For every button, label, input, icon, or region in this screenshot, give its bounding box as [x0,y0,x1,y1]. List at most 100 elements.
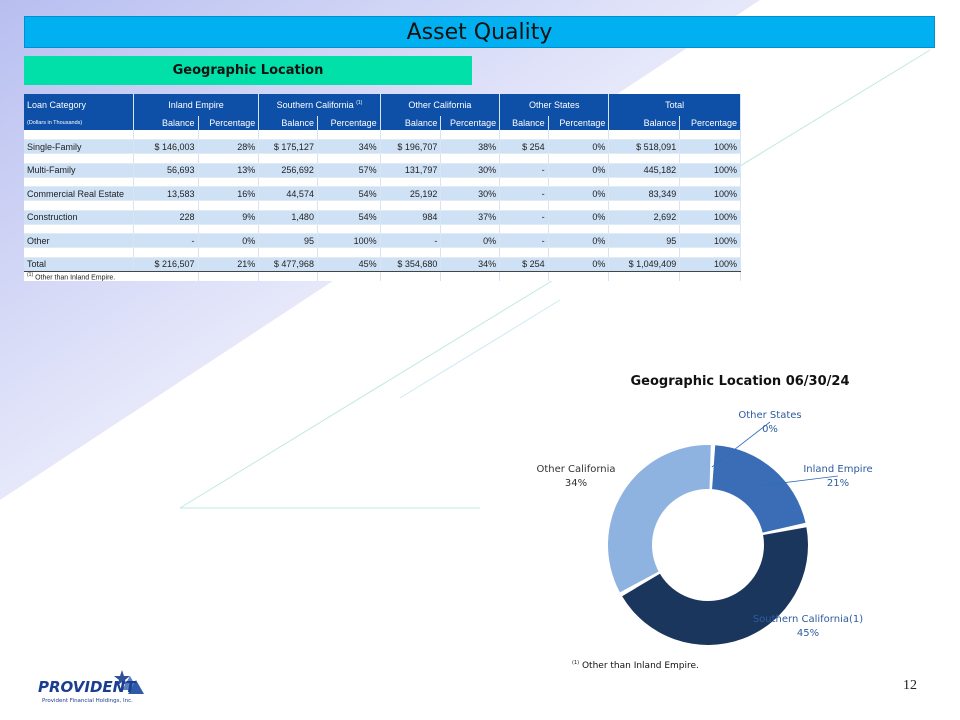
slice-label: Inland Empire [803,464,872,475]
table-cell: 21% [198,256,260,272]
table-cell: 34% [317,139,381,154]
section-title: Geographic Location [172,63,324,78]
table-cell: 44,574 [258,186,318,201]
row-category: Multi-Family [24,163,134,178]
table-cell: 16% [198,186,260,201]
table-cell: 0% [548,233,610,248]
table-cell: $ 477,968 [258,256,318,272]
table-cell: - [499,233,549,248]
donut-slice-inland-empire [712,445,806,533]
table-cell: 57% [317,163,381,178]
logo-wordmark: PROVIDENT [38,678,137,696]
percentage-header: Percentage [317,116,381,130]
table-cell: 54% [317,186,381,201]
table-cell: 100% [679,163,741,178]
table-cell: 25,192 [380,186,442,201]
slice-label: Other States [738,410,801,421]
loan-category-header: Loan Category [24,94,134,116]
table-row: Single-Family $ 146,003 28% $ 175,127 34… [24,139,741,154]
table-cell: - [499,163,549,178]
table-cell: 100% [679,210,741,225]
table-cell: 0% [198,233,260,248]
table-cell: $ 175,127 [258,139,318,154]
table-cell: 1,480 [258,210,318,225]
table-cell: - [380,233,442,248]
table-cell: 45% [317,256,381,272]
table-cell: $ 196,707 [380,139,442,154]
balance-header: Balance [258,116,318,130]
donut-chart: Inland Empire 21% Southern California(1) 45… [536,410,873,645]
table-cell: - [499,186,549,201]
units-note: (Dollars in Thousands) [24,116,134,130]
slice-value-label: 45% [797,628,819,639]
table-footnote: (1) Other than Inland Empire. [24,271,199,281]
table-cell: 100% [679,256,741,272]
table-cell: - [499,210,549,225]
table-cell: 28% [198,139,260,154]
chart-footnote: (1) Other than Inland Empire. [572,660,699,671]
label-leader-line [711,421,771,468]
balance-header: Balance [608,116,681,130]
logo-tagline: Provident Financial Holdings, Inc. [42,698,133,704]
group-header: Other California [380,94,501,116]
percentage-header: Percentage [679,116,741,130]
table-cell: 256,692 [258,163,318,178]
table-row: Other - 0% 95 100% - 0% - 0% 95 100% [24,233,741,248]
group-header: Other States [499,94,610,116]
chart-title: Geographic Location 06/30/24 [630,374,850,389]
table-cell: 83,349 [608,186,681,201]
table-cell: 95 [258,233,318,248]
table-cell: 13,583 [133,186,199,201]
table-footnote-row: (1) Other than Inland Empire. [24,271,741,281]
table-cell: 100% [679,139,741,154]
table-cell: $ 1,049,409 [608,256,681,272]
slice-label: Other California [536,464,615,475]
table-cell: $ 354,680 [380,256,442,272]
table-cell: 100% [317,233,381,248]
table-cell: $ 216,507 [133,256,199,272]
table-cell: 445,182 [608,163,681,178]
table-cell: 38% [440,139,501,154]
slide-title: Asset Quality [406,19,553,45]
donut-slice-southern-california- [622,527,808,645]
percentage-header: Percentage [440,116,501,130]
table-cell: 30% [440,163,501,178]
table-cell: 0% [548,256,610,272]
table-cell: 131,797 [380,163,442,178]
provident-logo: PROVIDENT Provident Financial Holdings, … [38,670,144,704]
table-cell: 0% [548,139,610,154]
table-header-sub: (Dollars in Thousands) Balance Percentag… [24,116,741,130]
table-cell: 95 [608,233,681,248]
slice-value-label: 0% [762,424,778,435]
row-category: Commercial Real Estate [24,186,134,201]
row-category: Other [24,233,134,248]
slice-value-label: 21% [827,478,849,489]
table-cell: 37% [440,210,501,225]
table-cell: $ 518,091 [608,139,681,154]
slice-value-label: 34% [565,478,587,489]
page-number: 12 [903,678,917,693]
table-cell: 0% [548,210,610,225]
table-cell: 9% [198,210,260,225]
slice-label: Southern California(1) [753,614,863,625]
table-cell: 2,692 [608,210,681,225]
group-header: Southern California (1) [258,94,381,116]
table-cell: 54% [317,210,381,225]
percentage-header: Percentage [548,116,610,130]
group-header: Total [608,94,741,116]
table-cell: $ 254 [499,139,549,154]
table-row: Commercial Real Estate 13,583 16% 44,574… [24,186,741,201]
table-cell: 13% [198,163,260,178]
table-cell: 100% [679,233,741,248]
donut-slice-other-california [608,444,711,593]
balance-header: Balance [499,116,549,130]
table-cell: 228 [133,210,199,225]
slide-title-bar: Asset Quality [24,16,935,48]
table-cell: 56,693 [133,163,199,178]
table-row: Multi-Family 56,693 13% 256,692 57% 131,… [24,163,741,178]
row-category: Single-Family [24,139,134,154]
geographic-loan-table: Loan Category Inland Empire Southern Cal… [24,94,741,281]
table-cell: 0% [548,163,610,178]
table-cell: 984 [380,210,442,225]
table-cell: 0% [440,233,501,248]
